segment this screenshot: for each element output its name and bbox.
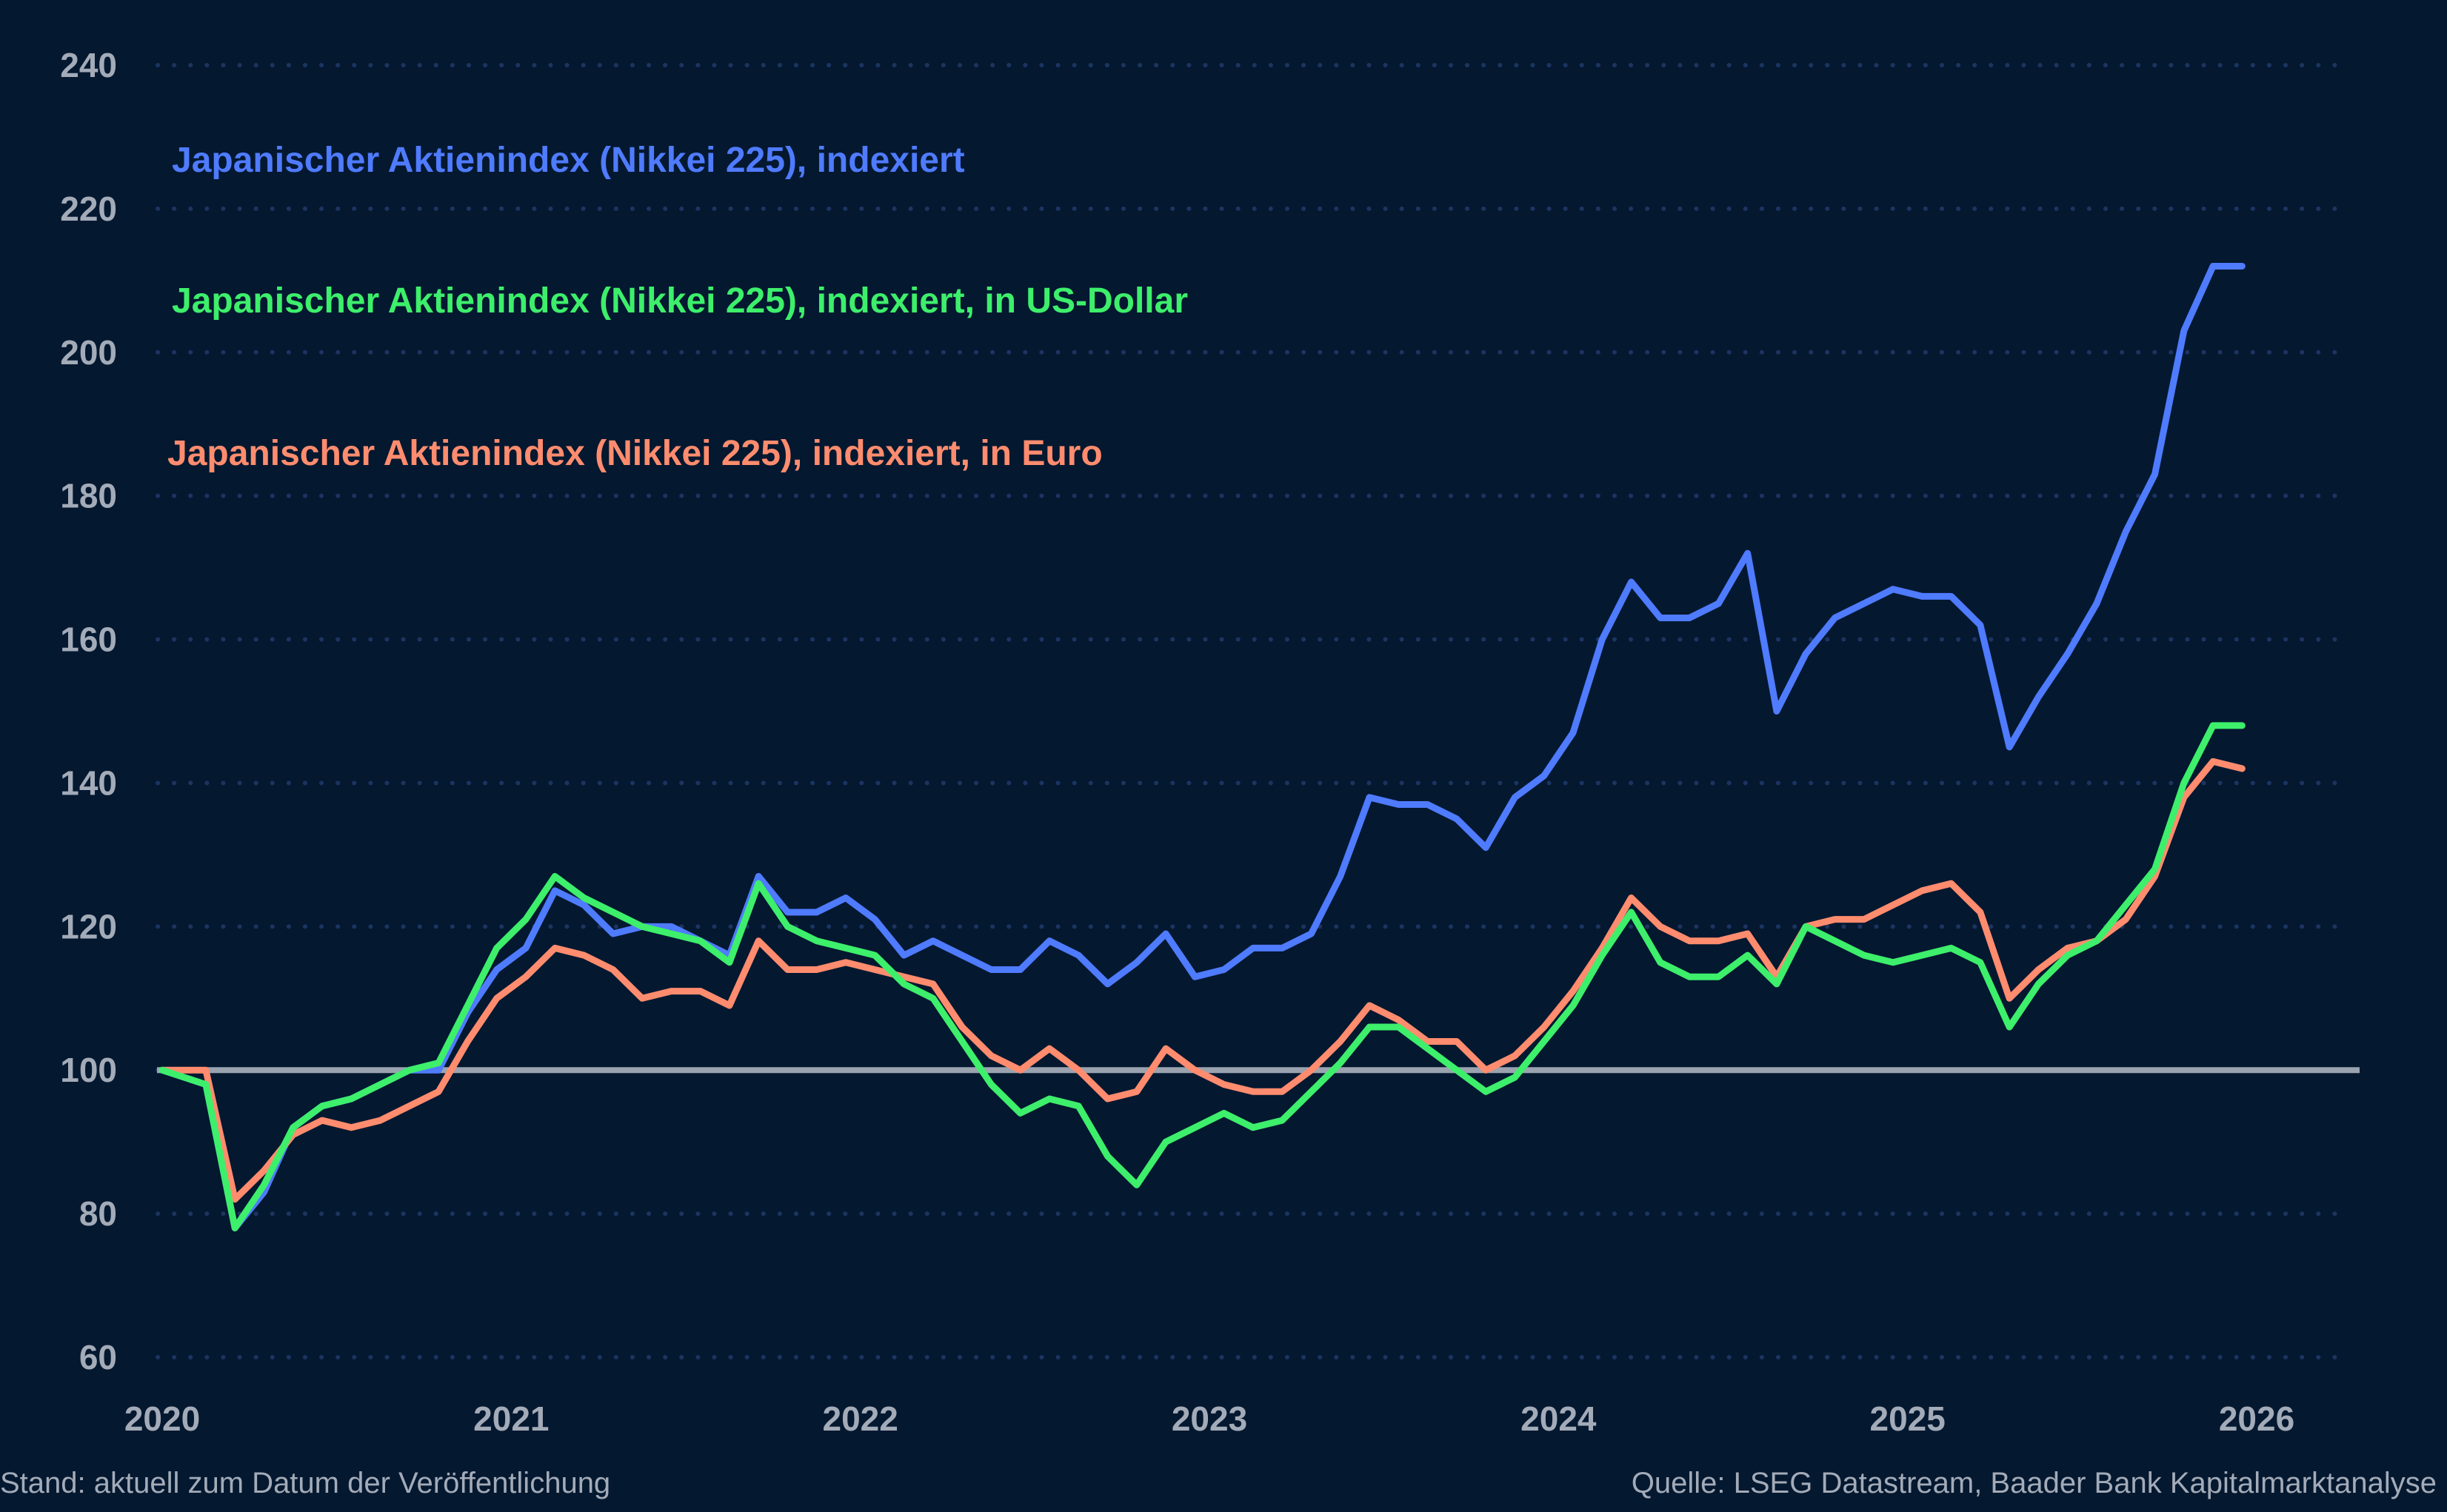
legend-label-nikkei-usd: Japanischer Aktienindex (Nikkei 225), in…	[172, 281, 1188, 321]
x-tick-label: 2022	[822, 1399, 898, 1438]
series-line-2	[158, 757, 2246, 1203]
footer-source: Quelle: LSEG Datastream, Baader Bank Kap…	[1632, 1467, 2437, 1499]
x-tick-label: 2026	[2219, 1399, 2294, 1438]
y-tick-label: 180	[60, 477, 117, 515]
x-tick-label: 2024	[1520, 1399, 1597, 1438]
legend-label-nikkei-eur: Japanischer Aktienindex (Nikkei 225), in…	[167, 434, 1103, 473]
y-tick-label: 60	[79, 1338, 117, 1376]
gridlines	[156, 63, 2351, 1359]
y-tick-label: 220	[60, 190, 117, 228]
series-line-0	[158, 262, 2246, 1231]
x-tick-label: 2025	[1869, 1399, 1945, 1438]
y-tick-label: 160	[60, 620, 117, 659]
x-tick-label: 2020	[124, 1399, 200, 1438]
y-tick-label: 120	[60, 907, 117, 946]
y-axis-ticks: 60 80 100 120 140 160 180 200 220 240	[60, 46, 117, 1376]
x-tick-label: 2023	[1172, 1399, 1247, 1438]
series-lines	[158, 262, 2246, 1231]
x-tick-label: 2021	[473, 1399, 549, 1438]
y-tick-label: 80	[79, 1194, 117, 1233]
y-tick-label: 100	[60, 1051, 117, 1089]
legend-label-nikkei: Japanischer Aktienindex (Nikkei 225), in…	[172, 141, 965, 180]
legend: Japanischer Aktienindex (Nikkei 225), in…	[167, 141, 1188, 473]
y-tick-label: 200	[60, 333, 117, 372]
footer-date-note: Stand: aktuell zum Datum der Veröffentli…	[0, 1467, 610, 1499]
series-line-1	[158, 722, 2246, 1231]
y-tick-label: 140	[60, 763, 117, 802]
x-axis-ticks: 2020 2021 2022 2023 2024 2025 2026	[124, 1399, 2294, 1438]
y-tick-label: 240	[60, 46, 117, 84]
